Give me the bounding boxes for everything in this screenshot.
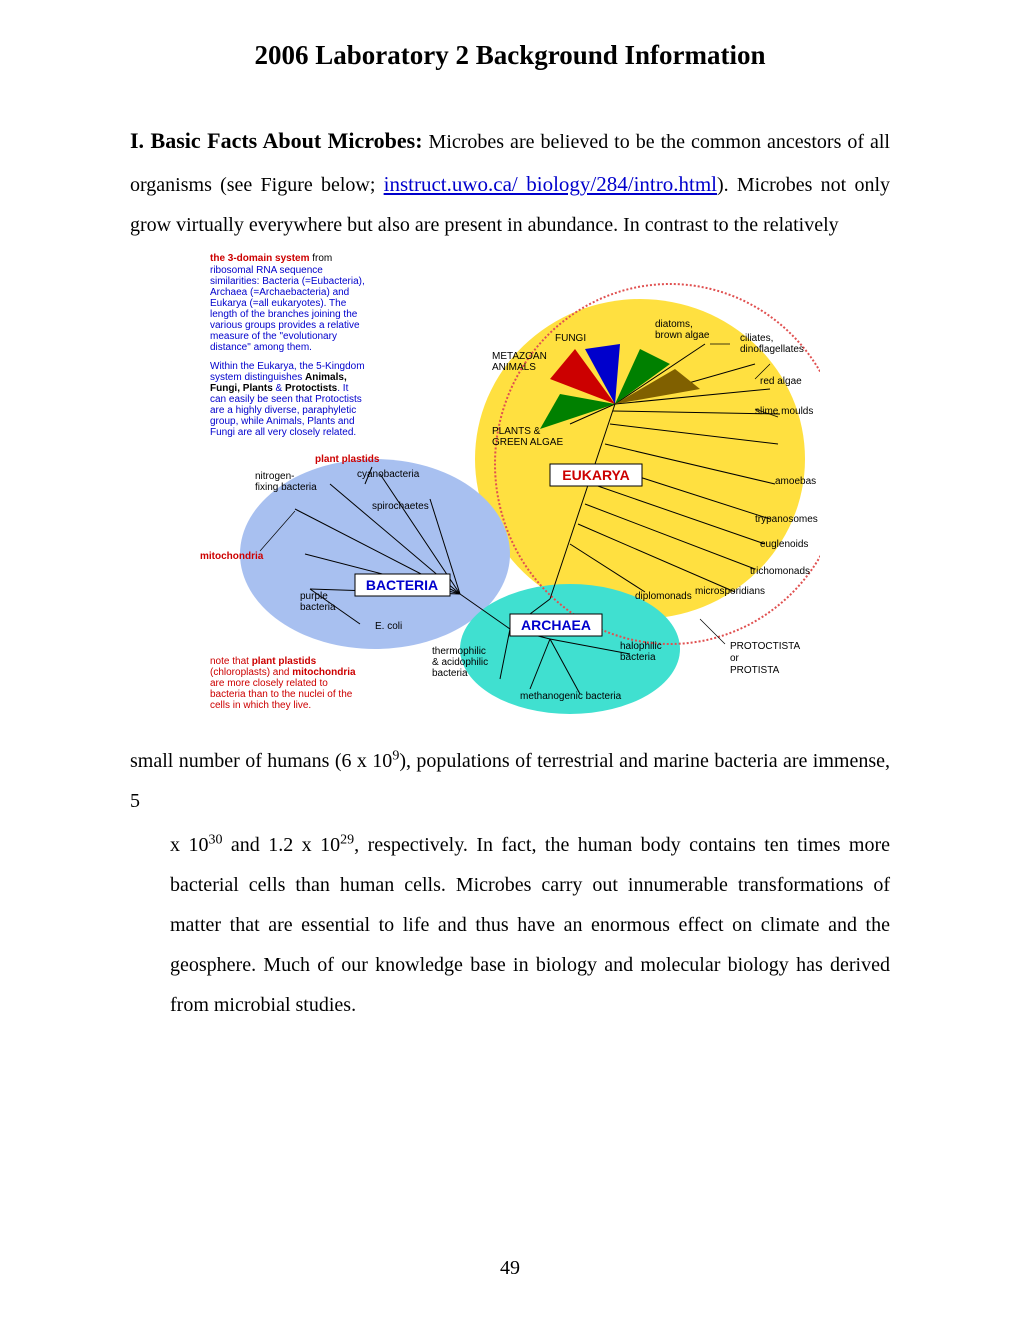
lbl-diatoms-1: diatoms,	[655, 319, 693, 330]
lbl-nf-2: fixing bacteria	[255, 482, 317, 493]
lbl-diatoms-2: brown algae	[655, 330, 710, 341]
p2-mid2: and 1.2 x 10	[222, 834, 340, 856]
lbl-trich: trichomonads	[750, 566, 810, 577]
lbl-diplo: diplomonads	[635, 591, 692, 602]
eukarya-label: EUKARYA	[562, 467, 629, 483]
paragraph-2-body: x 1030 and 1.2 x 1029, respectively. In …	[130, 825, 890, 1025]
page-number: 49	[0, 1257, 1020, 1280]
lbl-plant-plastids: plant plastids	[315, 454, 380, 465]
paragraph-1: I. Basic Facts About Microbes: Microbes …	[130, 119, 890, 245]
bacteria-label: BACTERIA	[366, 577, 438, 593]
lbl-methano: methanogenic bacteria	[520, 691, 622, 702]
lbl-nf-1: nitrogen-	[255, 471, 294, 482]
lbl-plants-1: PLANTS &	[492, 426, 541, 437]
p2-exp3: 29	[340, 832, 354, 847]
lbl-thermo-2: & acidophilic	[432, 657, 488, 668]
lbl-red-algae: red algae	[760, 376, 802, 387]
lbl-amoebas: amoebas	[775, 476, 816, 487]
lbl-ciliates-1: ciliates,	[740, 333, 773, 344]
p2-exp2: 30	[208, 832, 222, 847]
lbl-metazoan-1: METAZOAN	[492, 351, 547, 362]
paragraph-2-lead: small number of humans (6 x 109), popula…	[130, 741, 890, 821]
note-block: note that plant plastids (chloroplasts) …	[210, 656, 358, 711]
p2-mid1-cont: x 10	[170, 834, 208, 856]
lbl-euglenoids: euglenoids	[760, 539, 808, 550]
lbl-slime: slime moulds	[755, 406, 813, 417]
left-block1: ribosomal RNA sequence similarities: Bac…	[210, 265, 368, 353]
lbl-thermo-3: bacteria	[432, 668, 468, 679]
lbl-halo-1: halophilic	[620, 641, 662, 652]
lbl-mitochondria: mitochondria	[200, 551, 264, 562]
phylogenetic-tree-figure: BACTERIA ARCHAEA EUKARYA FUNGI METAZOAN …	[200, 249, 820, 729]
lbl-protoctista-2: or	[730, 653, 740, 664]
lbl-purple-1: purple	[300, 591, 328, 602]
lbl-plants-2: GREEN ALGAE	[492, 437, 563, 448]
lbl-ciliates-2: dinoflagellates	[740, 344, 804, 355]
left-title: the 3-domain system from	[210, 253, 332, 264]
lbl-cyano: cyanobacteria	[357, 469, 420, 480]
page-title: 2006 Laboratory 2 Background Information	[130, 40, 890, 71]
lbl-ecoli: E. coli	[375, 621, 402, 632]
lbl-metazoan-2: ANIMALS	[492, 362, 536, 373]
lbl-fungi: FUNGI	[555, 333, 586, 344]
archaea-label: ARCHAEA	[521, 617, 591, 633]
lbl-microsp: microsporidians	[695, 586, 765, 597]
source-link[interactable]: instruct.uwo.ca/ biology/284/intro.html	[384, 172, 717, 196]
p2-prefix: small number of humans (6 x 10	[130, 750, 392, 772]
p2-rest: , respectively. In fact, the human body …	[170, 834, 890, 1016]
lbl-halo-2: bacteria	[620, 652, 656, 663]
lbl-protoctista-3: PROTISTA	[730, 665, 780, 676]
lbl-spiro: spirochaetes	[372, 501, 429, 512]
lbl-protoctista-1: PROTOCTISTA	[730, 641, 801, 652]
lbl-thermo-1: thermophilic	[432, 646, 486, 657]
left-block2: Within the Eukarya, the 5-Kingdom system…	[210, 361, 367, 438]
section-heading: I. Basic Facts About Microbes:	[130, 128, 423, 153]
lbl-tryp: trypanosomes	[755, 514, 818, 525]
